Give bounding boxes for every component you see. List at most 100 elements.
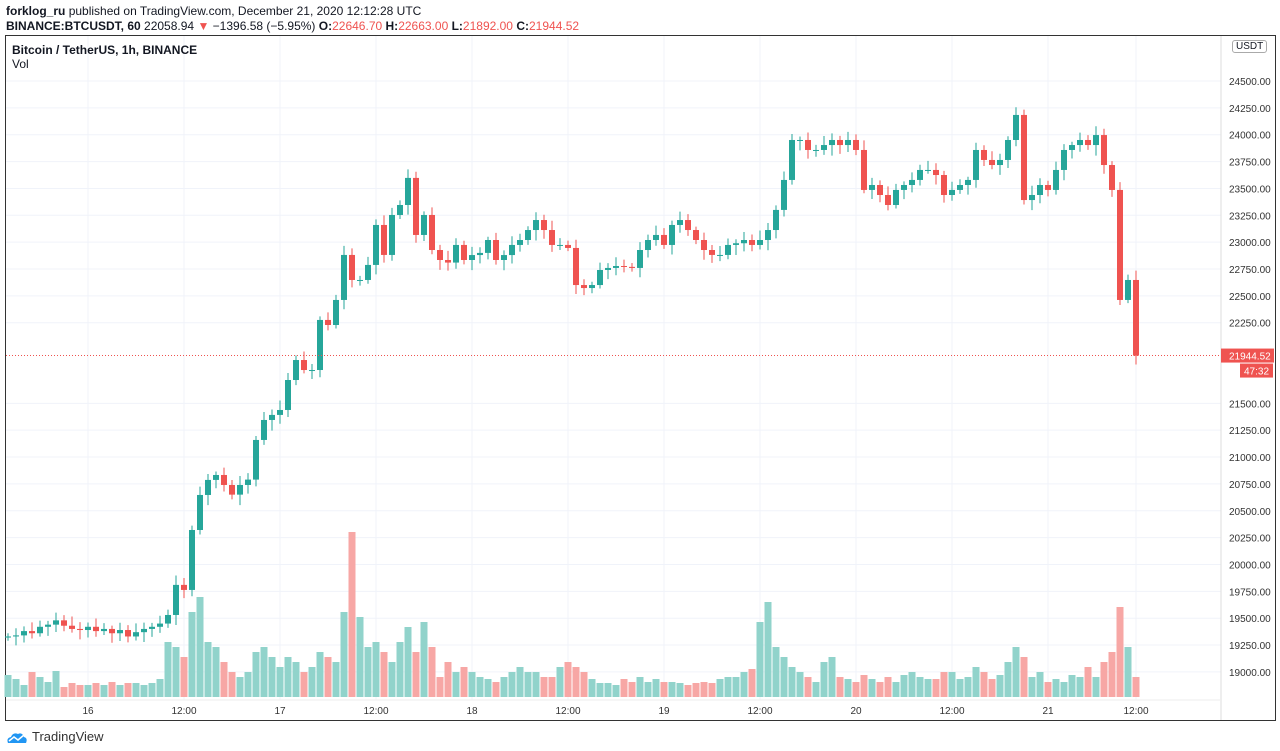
candle-body xyxy=(341,254,347,300)
candle-body xyxy=(29,631,35,634)
high-value: 22663.00 xyxy=(398,19,449,33)
candle-body xyxy=(69,625,75,629)
y-tick-label: 20000.00 xyxy=(1229,560,1271,571)
candle-body xyxy=(829,139,835,146)
volume-bar xyxy=(284,657,292,697)
candle-body xyxy=(189,529,195,590)
volume-bar xyxy=(668,682,676,697)
candle-body xyxy=(749,240,755,245)
volume-bar xyxy=(44,682,52,697)
candle-body xyxy=(13,635,19,637)
candle-body xyxy=(573,247,579,286)
candle-body xyxy=(461,244,467,260)
volume-legend: Vol xyxy=(12,57,29,71)
chart-frame[interactable] xyxy=(5,35,1276,721)
volume-bar xyxy=(468,672,476,697)
change: −1396.58 (−5.95%) xyxy=(212,19,316,33)
low-value: 21892.00 xyxy=(462,19,513,33)
volume-bar xyxy=(716,679,724,697)
countdown-badge xyxy=(1240,363,1273,378)
candle-body xyxy=(773,209,779,231)
candle-body xyxy=(605,267,611,270)
candle-body xyxy=(21,631,27,636)
volume-bar xyxy=(212,647,220,697)
published-text: published on TradingView.com, December 2… xyxy=(68,4,422,18)
y-tick-label: 23000.00 xyxy=(1229,238,1271,249)
volume-bar xyxy=(1036,672,1044,697)
y-tick-label: 20500.00 xyxy=(1229,507,1271,518)
candle-body xyxy=(141,628,147,633)
volume-bar xyxy=(884,677,892,697)
volume-bar xyxy=(84,685,92,697)
candle-body xyxy=(309,370,315,372)
candle-body xyxy=(549,230,555,245)
volume-bar xyxy=(740,672,748,697)
volume-bar xyxy=(836,677,844,697)
volume-bar xyxy=(444,662,452,697)
last-price-badge xyxy=(1221,348,1274,363)
candle-body xyxy=(77,628,83,631)
candle-body xyxy=(901,185,907,190)
x-tick-label: 18 xyxy=(466,706,478,717)
symbol: BINANCE:BTCUSDT, 60 xyxy=(6,19,141,33)
volume-bar xyxy=(388,662,396,697)
candle-body xyxy=(269,414,275,420)
volume-bar xyxy=(508,672,516,697)
x-tick-label: 20 xyxy=(850,706,862,717)
volume-bar xyxy=(604,683,612,697)
tradingview-logo[interactable]: TradingView xyxy=(6,729,104,744)
close-value: 21944.52 xyxy=(529,19,580,33)
candle-body xyxy=(725,244,731,255)
volume-bar xyxy=(12,679,20,697)
volume-bar xyxy=(724,677,732,697)
volume-bar xyxy=(196,597,204,697)
volume-bar xyxy=(132,683,140,697)
candle-body xyxy=(1045,185,1051,190)
candle-body xyxy=(1117,189,1123,300)
volume-bar xyxy=(244,672,252,697)
candle-body xyxy=(709,250,715,255)
candle-body xyxy=(781,179,787,210)
volume-bar xyxy=(1068,675,1076,697)
candle-body xyxy=(557,244,563,246)
x-tick-label: 12:00 xyxy=(171,706,196,717)
chart-legend: Bitcoin / TetherUS, 1h, BINANCE xyxy=(12,43,198,57)
candle-body xyxy=(301,360,307,371)
candle-body xyxy=(133,632,139,637)
candle-body xyxy=(333,299,339,325)
volume-bar xyxy=(876,682,884,697)
candle-body xyxy=(277,409,283,415)
publisher[interactable]: forklog_ru xyxy=(6,4,66,18)
candle-body xyxy=(1133,279,1139,356)
volume-bar xyxy=(820,662,828,697)
candle-body xyxy=(637,250,643,268)
volume-bar xyxy=(436,677,444,697)
y-tick-label: 19000.00 xyxy=(1229,668,1271,679)
candle-body xyxy=(685,220,691,231)
candle-body xyxy=(973,149,979,180)
volume-bar xyxy=(852,682,860,697)
candle-body xyxy=(421,214,427,235)
candle-body xyxy=(405,177,411,205)
volume-bar xyxy=(764,602,772,697)
candle-body xyxy=(45,624,51,627)
volume-bar xyxy=(148,683,156,697)
volume-bar xyxy=(380,652,388,697)
candle-body xyxy=(109,628,115,634)
candle-body xyxy=(181,584,187,590)
volume-bar xyxy=(580,672,588,697)
candle-body xyxy=(349,254,355,280)
candle-body xyxy=(1101,135,1107,166)
volume-bar xyxy=(916,677,924,697)
y-tick-label: 21000.00 xyxy=(1229,453,1271,464)
volume-bar xyxy=(420,622,428,697)
volume-bar xyxy=(500,677,508,697)
candle-body xyxy=(797,139,803,141)
candle-body xyxy=(5,636,11,638)
candle-body xyxy=(397,204,403,215)
candle-body xyxy=(1005,139,1011,160)
candle-body xyxy=(429,214,435,251)
volume-bar xyxy=(308,667,316,697)
currency-badge[interactable]: USDT xyxy=(1232,40,1268,53)
